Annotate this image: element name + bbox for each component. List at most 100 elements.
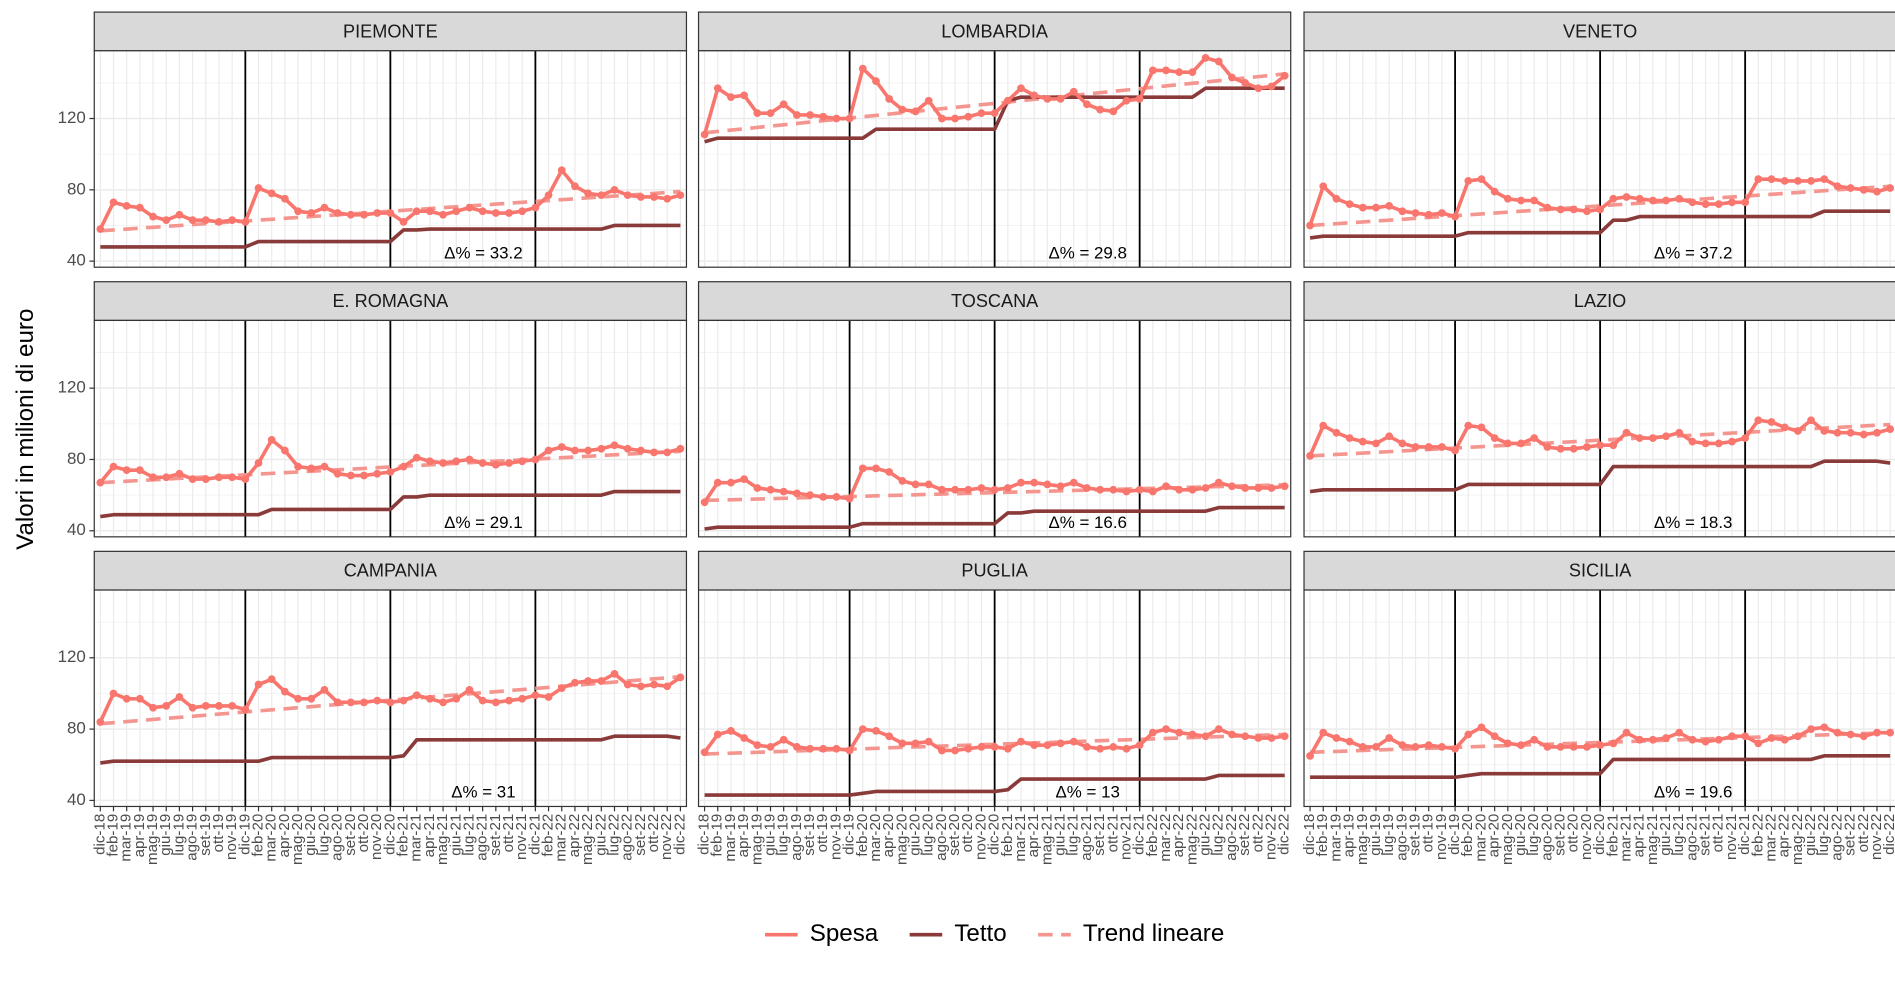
- annotation: Δ% = 29.1: [444, 513, 522, 532]
- series-point: [885, 95, 894, 103]
- x-tick-label: mar-20: [263, 814, 280, 862]
- series-point: [452, 694, 461, 703]
- series-point: [806, 491, 814, 499]
- series-point: [1372, 203, 1380, 212]
- x-tick-label: ott-22: [1855, 814, 1872, 853]
- series-point: [1477, 423, 1486, 432]
- series-point: [1332, 734, 1341, 742]
- series-point: [571, 446, 579, 455]
- series-point: [1267, 734, 1276, 742]
- series-point: [1767, 418, 1776, 426]
- series-point: [162, 216, 171, 225]
- series-point: [1859, 732, 1868, 741]
- series-point: [1503, 439, 1512, 448]
- series-point: [1873, 728, 1881, 737]
- series-point: [267, 189, 276, 198]
- x-tick-label: mag-22: [1789, 814, 1806, 865]
- series-point: [1490, 732, 1499, 741]
- series-point: [1017, 478, 1025, 487]
- series-point: [650, 680, 658, 689]
- series-point: [779, 735, 788, 744]
- annotation: Δ% = 19.6: [1654, 783, 1732, 802]
- series-point: [766, 485, 775, 494]
- series-point: [96, 478, 105, 487]
- series-point: [1385, 202, 1394, 210]
- series-point: [1096, 485, 1104, 494]
- series-point: [584, 677, 592, 685]
- x-tick-label: mag-20: [289, 814, 306, 865]
- x-tick-label: apr-21: [1025, 814, 1042, 858]
- series-point: [360, 471, 368, 480]
- series-point: [188, 475, 197, 483]
- x-tick-label: feb-21: [395, 814, 412, 857]
- series-point: [938, 485, 946, 494]
- series-point: [412, 207, 421, 216]
- series-point: [1490, 187, 1499, 196]
- series-point: [1583, 443, 1591, 451]
- x-tick-label: feb-19: [1314, 814, 1331, 857]
- x-tick-label: giu-22: [1802, 814, 1819, 856]
- series-point: [1622, 193, 1631, 201]
- series-point: [531, 691, 540, 700]
- x-tick-label: feb-22: [1144, 814, 1161, 857]
- series-point: [1162, 482, 1170, 491]
- series-point: [1701, 737, 1710, 746]
- series-point: [990, 109, 999, 118]
- x-tick-label: mar-22: [1762, 814, 1779, 862]
- series-point: [1358, 203, 1367, 212]
- series-point: [1741, 732, 1750, 741]
- series-line: [100, 189, 681, 233]
- series-point: [1833, 428, 1842, 437]
- series-point: [1503, 739, 1512, 748]
- series-point: [1596, 441, 1604, 450]
- series-point: [267, 675, 276, 684]
- series-point: [1175, 68, 1184, 77]
- series-point: [990, 485, 999, 494]
- x-tick-label: mag-22: [1183, 814, 1200, 865]
- x-tick-label: ago-20: [329, 814, 346, 861]
- series-point: [1859, 430, 1868, 439]
- series-point: [439, 210, 447, 219]
- series-point: [1886, 425, 1895, 434]
- series-point: [215, 218, 223, 226]
- series-point: [109, 198, 118, 207]
- series-point: [201, 216, 210, 225]
- x-tick-label: ott-19: [1420, 814, 1437, 853]
- series-point: [1056, 95, 1065, 103]
- series-point: [1451, 212, 1459, 221]
- series-point: [1122, 96, 1131, 105]
- series-point: [188, 216, 197, 225]
- series-point: [1109, 485, 1118, 494]
- series-point: [1241, 79, 1249, 87]
- legend-label: Spesa: [810, 920, 879, 947]
- series-point: [281, 194, 289, 203]
- series-point: [465, 203, 474, 212]
- series-point: [122, 694, 131, 703]
- series-point: [1662, 432, 1670, 441]
- series-point: [1254, 734, 1263, 742]
- series-line: [100, 734, 681, 765]
- series-line: [704, 773, 1285, 797]
- x-tick-label: set-20: [1552, 814, 1569, 856]
- series-point: [793, 489, 801, 498]
- series-point: [399, 462, 408, 471]
- series-point: [1214, 478, 1223, 487]
- series-point: [1635, 735, 1644, 744]
- x-tick-label: feb-22: [1749, 814, 1766, 857]
- series-point: [663, 194, 672, 203]
- x-tick-label: dic-18: [1301, 814, 1318, 855]
- series-point: [766, 743, 775, 751]
- x-tick-label: mar-19: [118, 814, 135, 862]
- series-point: [307, 464, 316, 473]
- series-point: [426, 694, 434, 703]
- x-tick-label: giu-20: [1512, 814, 1529, 856]
- series-point: [1714, 200, 1723, 208]
- x-tick-label: feb-22: [540, 814, 557, 857]
- series-point: [898, 476, 907, 485]
- x-tick-label: ott-21: [1710, 814, 1727, 853]
- series-point: [885, 732, 894, 741]
- series-point: [951, 114, 959, 123]
- series-point: [1043, 480, 1052, 489]
- series-point: [135, 203, 144, 212]
- x-tick-label: mag-19: [144, 814, 161, 865]
